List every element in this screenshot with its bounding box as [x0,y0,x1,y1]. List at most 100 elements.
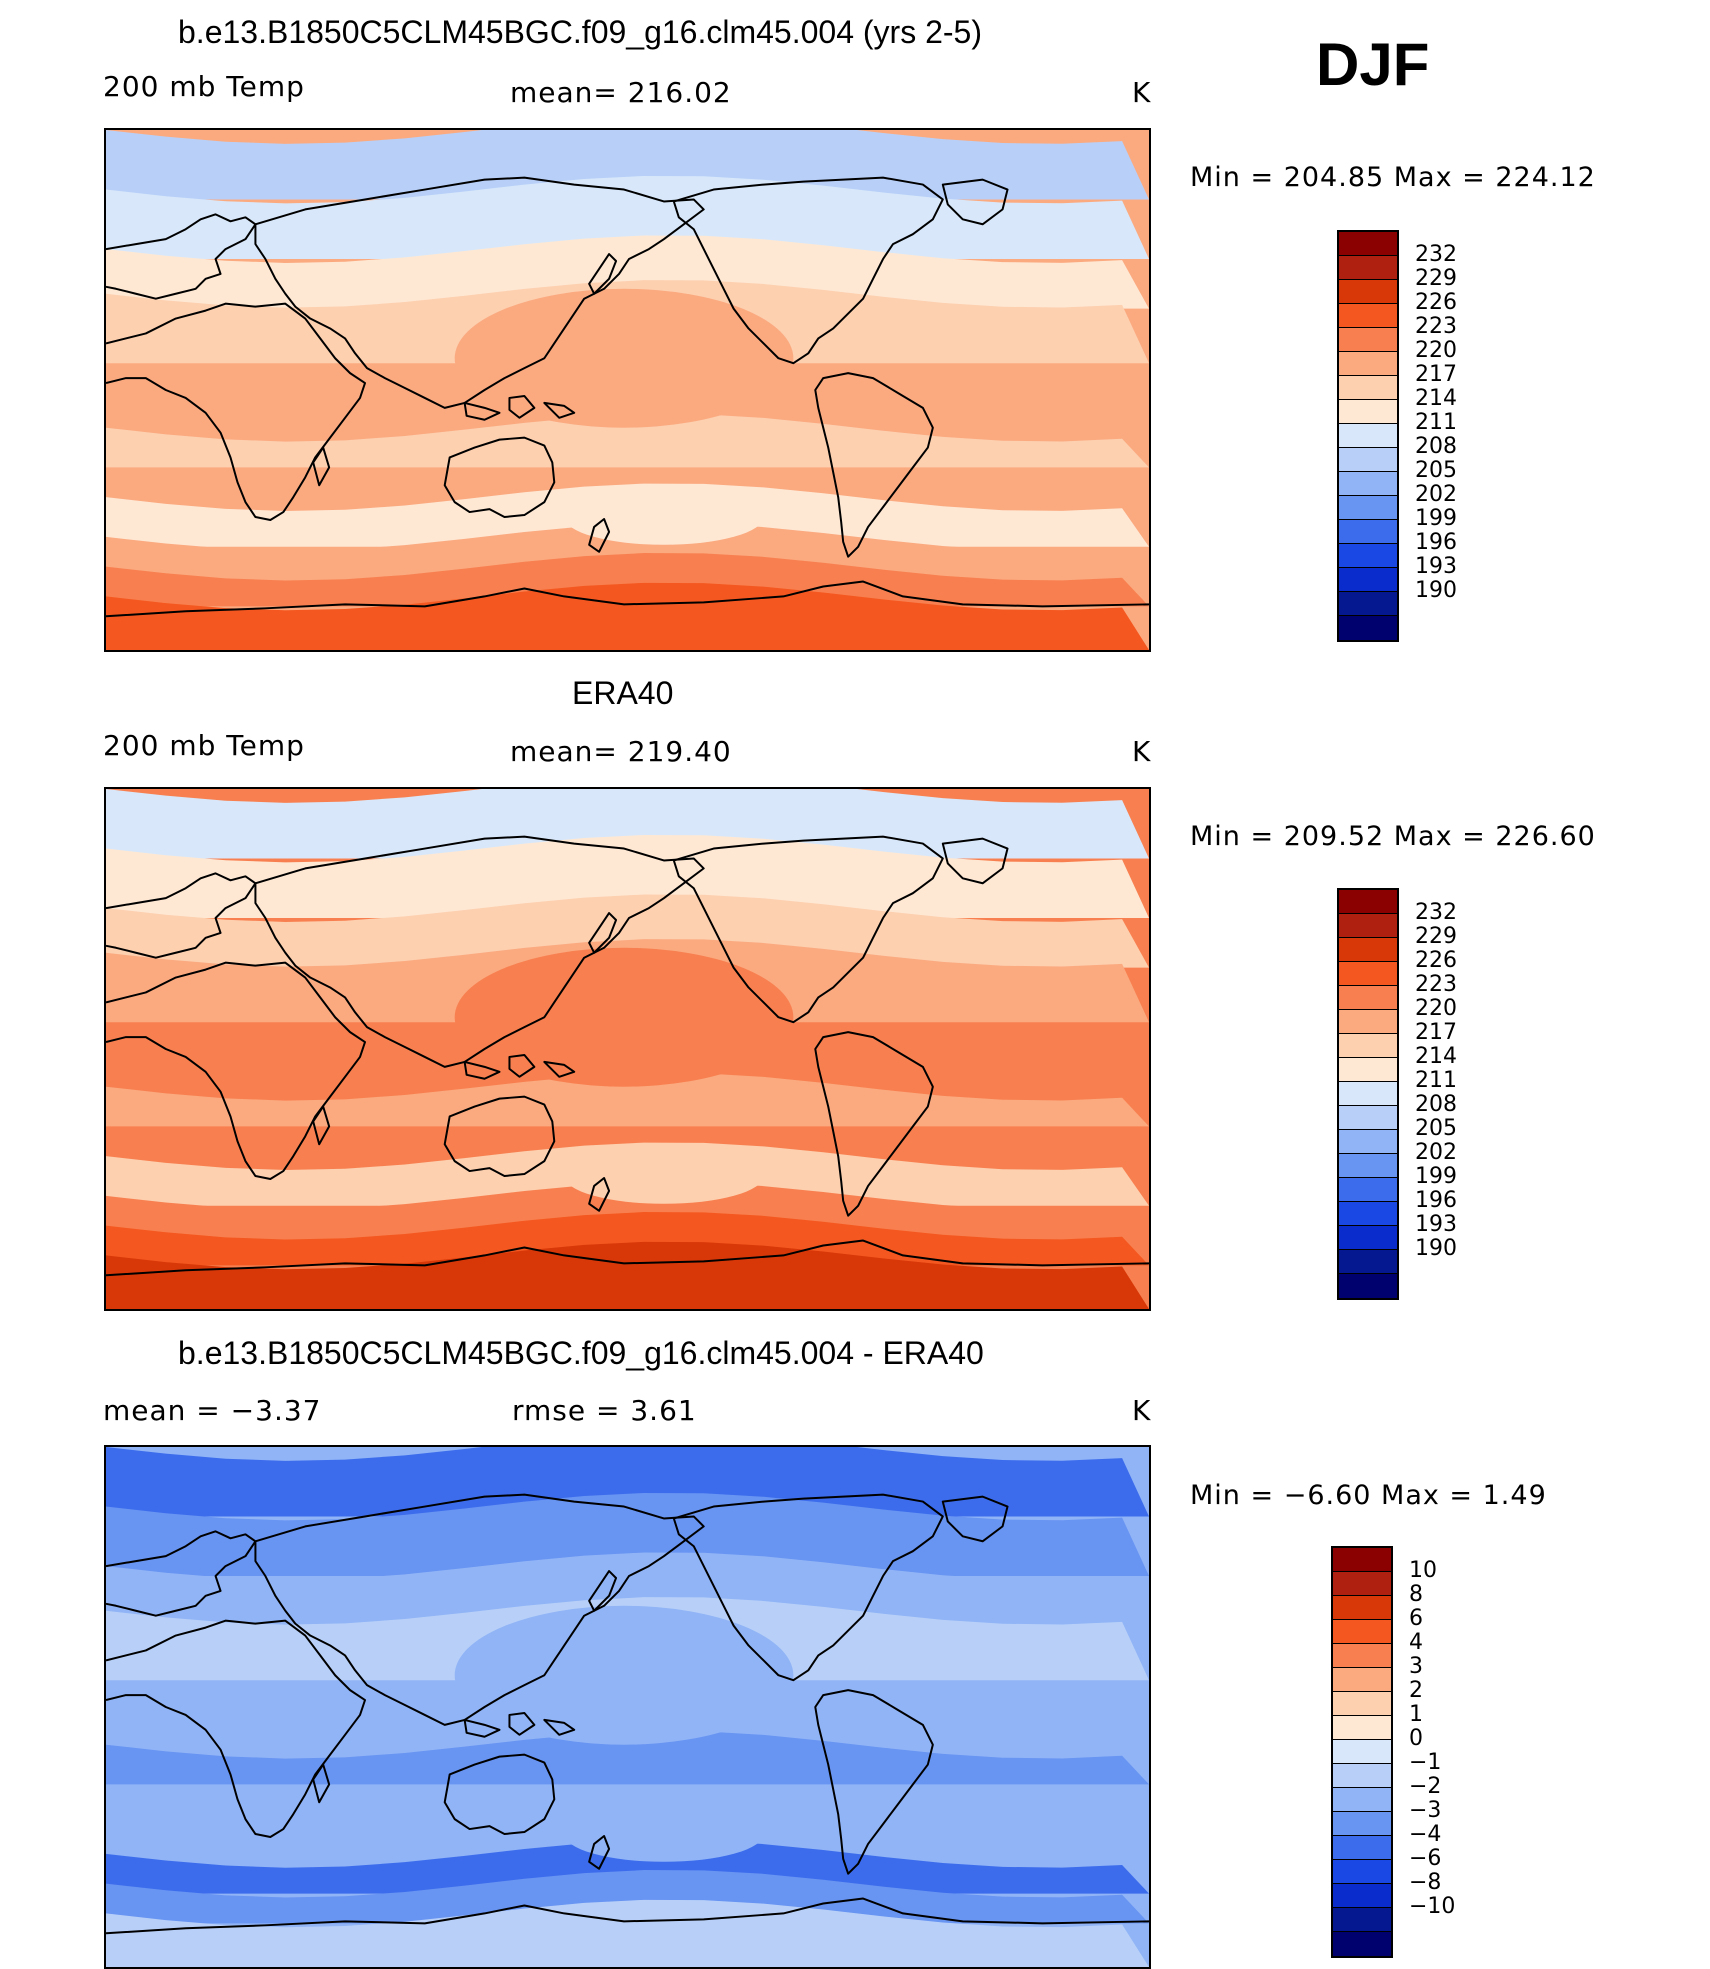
panel-diff-minmax: Min = −6.60 Max = 1.49 [1190,1480,1547,1511]
map-obs [104,787,1151,1311]
colorbar-diff [1331,1546,1393,1958]
contour-region [255,1171,356,1191]
colorbar-swatch [1339,544,1397,568]
colorbar-tick-label: 220 [1415,996,1457,1021]
coastline [106,213,257,300]
colorbar-tick-label: −4 [1409,1822,1442,1847]
panel-diff-mean-label: mean = −3.37 [103,1394,322,1427]
contour-band [106,1552,1149,1626]
colorbar-swatch [1333,1716,1391,1740]
coastline [443,436,556,519]
colorbar-swatch [1339,1250,1397,1274]
colorbar-tick-label: −2 [1409,1774,1442,1799]
contour-region [255,512,356,532]
colorbar-swatch [1339,1130,1397,1154]
coastline [588,1177,611,1212]
coastline [463,1711,576,1738]
coastlines [106,835,1149,1277]
colorbar-tick-label: 2 [1409,1678,1423,1703]
colorbar-swatch [1339,1226,1397,1250]
panel-diff-title: b.e13.B1850C5CLM45BGC.f09_g16.clm45.004 … [178,1335,984,1371]
coastline [106,580,1149,618]
contour-region [494,598,654,635]
colorbar-swatch [1339,962,1397,986]
contour-region [454,1605,794,1745]
contour-region [1002,512,1103,532]
panel-diff-rmse-label: rmse = 3.61 [512,1394,697,1427]
colorbar-swatch [1339,232,1397,256]
colorbar-tick-label: 226 [1415,948,1457,973]
colorbar-tick-label: 211 [1415,1068,1457,1093]
coastline [106,1897,1149,1935]
colorbar-swatch [1339,520,1397,544]
colorbar-tick-label: 6 [1409,1606,1423,1631]
coastline [814,1031,934,1217]
colorbar-swatch [1339,1154,1397,1178]
coastline [672,1493,944,1682]
colorbar-tick-label: 202 [1415,482,1457,507]
contour-region [454,288,794,428]
coastline [443,1753,556,1836]
colorbar-swatch [1339,914,1397,938]
colorbar-swatch [1339,1178,1397,1202]
coastline [254,176,705,409]
contour-band [106,789,1149,859]
colorbar-swatch [1339,592,1397,616]
panel-model-title: b.e13.B1850C5CLM45BGC.f09_g16.clm45.004 … [178,14,982,50]
colorbar-tick-label: −8 [1409,1870,1442,1895]
colorbar-tick-label: 205 [1415,458,1457,483]
colorbar-swatch [1333,1620,1391,1644]
colorbar-swatch [1333,1860,1391,1884]
map-canvas [106,130,1149,650]
panel-model-variable-label: 200 mb Temp [103,70,305,103]
contour-region [494,1257,654,1294]
panel-model-minmax: Min = 204.85 Max = 224.12 [1190,162,1596,193]
colorbar-tick-label: 232 [1415,900,1457,925]
colorbar-tick-label: 202 [1415,1140,1457,1165]
colorbar-tick-label: 8 [1409,1582,1423,1607]
contour-region [1002,1171,1103,1191]
colorbar-swatch [1339,1202,1397,1226]
contour-band [106,1073,1149,1127]
coastline [588,912,618,954]
colorbar-tick-label: 190 [1415,578,1457,603]
colorbar-swatch [1339,328,1397,352]
colorbar-model [1337,230,1399,642]
colorbar-swatch [1339,1058,1397,1082]
colorbar-swatch [1333,1908,1391,1932]
colorbar-tick-label: 0 [1409,1726,1423,1751]
coastline [312,1763,331,1804]
coastline [814,1689,934,1875]
colorbar-swatch [1339,1106,1397,1130]
contour-band [106,175,1149,260]
colorbar-tick-label: 211 [1415,410,1457,435]
coastline [588,253,618,295]
colorbar-tick-label: 208 [1415,434,1457,459]
colorbar-tick-label: 199 [1415,506,1457,531]
coastline [941,1495,1009,1543]
colorbar-tick-label: 196 [1415,530,1457,555]
contour-band [106,1182,1149,1236]
colorbar-tick-label: 217 [1415,362,1457,387]
contour-band [106,235,1149,309]
coastline [106,872,257,959]
colorbar-tick-label: 205 [1415,1116,1457,1141]
colorbar-swatch [1339,568,1397,592]
season-label: DJF [1316,31,1430,98]
panel-model-mean-label: mean= 216.02 [510,76,732,109]
colorbar-tick-label: 199 [1415,1164,1457,1189]
colorbar-swatch [1333,1764,1391,1788]
colorbar-swatch [1339,352,1397,376]
coastline [672,835,944,1024]
panel-model-units-label: K [1132,76,1152,109]
colorbar-swatch [1339,616,1397,640]
contour-region [564,489,764,545]
coastline [106,1530,257,1617]
colorbar-swatch [1333,1884,1391,1908]
contour-band [106,1731,1149,1785]
colorbar-tick-label: 193 [1415,554,1457,579]
colorbar-tick-label: 229 [1415,266,1457,291]
colorbar-obs [1337,888,1399,1300]
contour-band [106,130,1149,200]
contour-band [106,1870,1149,1924]
